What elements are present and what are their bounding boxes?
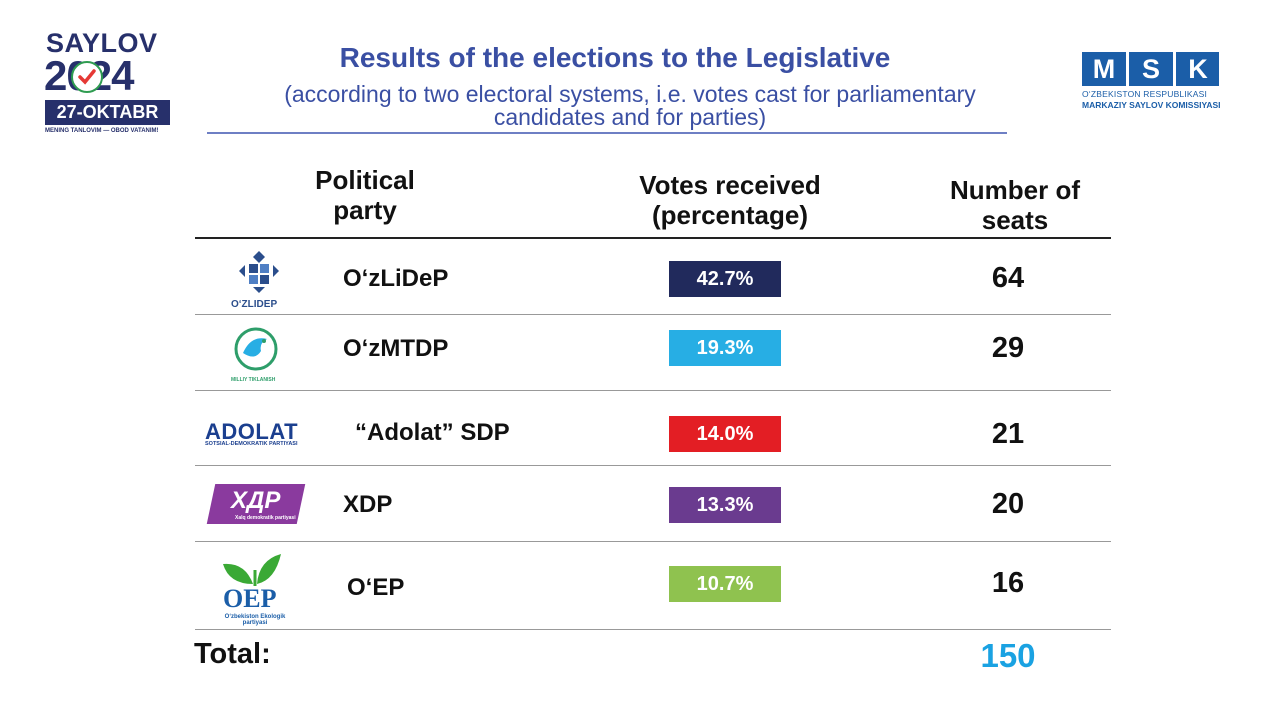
header-number-of-seats: Number of seats (950, 175, 1080, 235)
ozmtdp-logo-text: MILLIY TIKLANISH (231, 377, 276, 383)
check-icon (71, 61, 103, 93)
logo-date: 27-OKTABR (45, 100, 170, 125)
adolat-logo-subtext: SOTSIAL-DEMOKRATIK PARTIYASI (205, 441, 298, 447)
votes-percentage: 10.7% (669, 566, 781, 602)
xdp-logo-text: ХДР (231, 487, 281, 514)
ozlidep-logo-text: O‘ZLIDEP (231, 299, 278, 310)
votes-percentage: 13.3% (669, 487, 781, 523)
seat-count: 21 (991, 418, 1025, 450)
table-row: OEP O‘zbekiston Ekologik partiyasi O‘EP … (195, 542, 1111, 630)
msk-letters: M S K (1082, 52, 1219, 86)
table-row: O‘ZLIDEP O‘zLiDeP 42.7% 64 (195, 239, 1111, 315)
party-name: O‘zMTDP (343, 335, 449, 362)
oep-logo-subtext: O‘zbekiston Ekologik partiyasi (224, 614, 286, 626)
row-divider (195, 541, 1111, 542)
row-divider (195, 629, 1111, 630)
page-subtitle: (according to two electoral systems, i.e… (284, 81, 976, 130)
msk-letter-k: K (1188, 54, 1208, 84)
seat-count: 16 (991, 567, 1025, 599)
row-divider (195, 314, 1111, 315)
votes-percentage: 42.7% (669, 261, 781, 297)
oep-logo: OEP O‘zbekiston Ekologik partiyasi (215, 550, 295, 630)
msk-line1: O‘ZBEKISTON RESPUBLIKASI (1082, 89, 1208, 99)
seat-count: 64 (991, 262, 1025, 294)
oep-logo-text: OEP (223, 584, 277, 613)
party-name: O‘zLiDeP (343, 265, 449, 292)
msk-separator (1126, 52, 1129, 86)
table-row: ХДР Xalq demokratik partiyasi XDP 13.3% … (195, 466, 1111, 542)
seat-count: 29 (991, 332, 1025, 364)
title-divider (207, 132, 1007, 134)
xdp-logo-subtext: Xalq demokratik partiyasi (235, 515, 296, 521)
seat-count: 20 (991, 488, 1025, 520)
header-votes-received: Votes received (percentage) (639, 170, 821, 230)
party-name: XDP (343, 491, 393, 518)
table-row: ADOLAT SOTSIAL-DEMOKRATIK PARTIYASI “Ado… (195, 391, 1111, 466)
total-label: Total: (194, 638, 271, 670)
total-seats: 150 (980, 637, 1036, 674)
msk-separator (1173, 52, 1176, 86)
saylov-2024-logo: SAYLOV 2024 27-OKTABR MENING TANLOVIM — … (44, 28, 174, 138)
ozmtdp-bird-icon (234, 327, 278, 371)
row-divider (195, 390, 1111, 391)
party-name: “Adolat” SDP (355, 419, 510, 446)
msk-line2: MARKAZIY SAYLOV KOMISSIYASI (1082, 100, 1221, 110)
xdp-logo: ХДР Xalq demokratik partiyasi (206, 484, 306, 526)
logo-word: SAYLOV (46, 28, 158, 58)
header-political-party: Political party (315, 165, 415, 225)
adolat-logo-text: ADOLAT (205, 419, 299, 444)
votes-percentage: 14.0% (669, 416, 781, 452)
msk-letter-m: M (1092, 54, 1116, 84)
header-divider (195, 237, 1111, 239)
table-row: MILLIY TIKLANISH O‘zMTDP 19.3% 29 (195, 315, 1111, 391)
page-title: Results of the elections to the Legislat… (339, 42, 891, 73)
ozlidep-emblem-icon (239, 251, 279, 293)
votes-percentage: 19.3% (669, 330, 781, 366)
ozlidep-logo: O‘ZLIDEP (227, 249, 291, 311)
adolat-logo: ADOLAT SOTSIAL-DEMOKRATIK PARTIYASI (203, 419, 323, 451)
logo-slogan: MENING TANLOVIM — OBOD VATANIM! (45, 128, 159, 134)
leaf-icon (223, 554, 281, 586)
party-name: O‘EP (347, 574, 405, 601)
msk-letter-s: S (1141, 54, 1160, 84)
row-divider (195, 465, 1111, 466)
msk-logo: M S K O‘ZBEKISTON RESPUBLIKASI MARKAZIY … (1082, 52, 1222, 112)
ozmtdp-logo: MILLIY TIKLANISH (231, 325, 281, 385)
